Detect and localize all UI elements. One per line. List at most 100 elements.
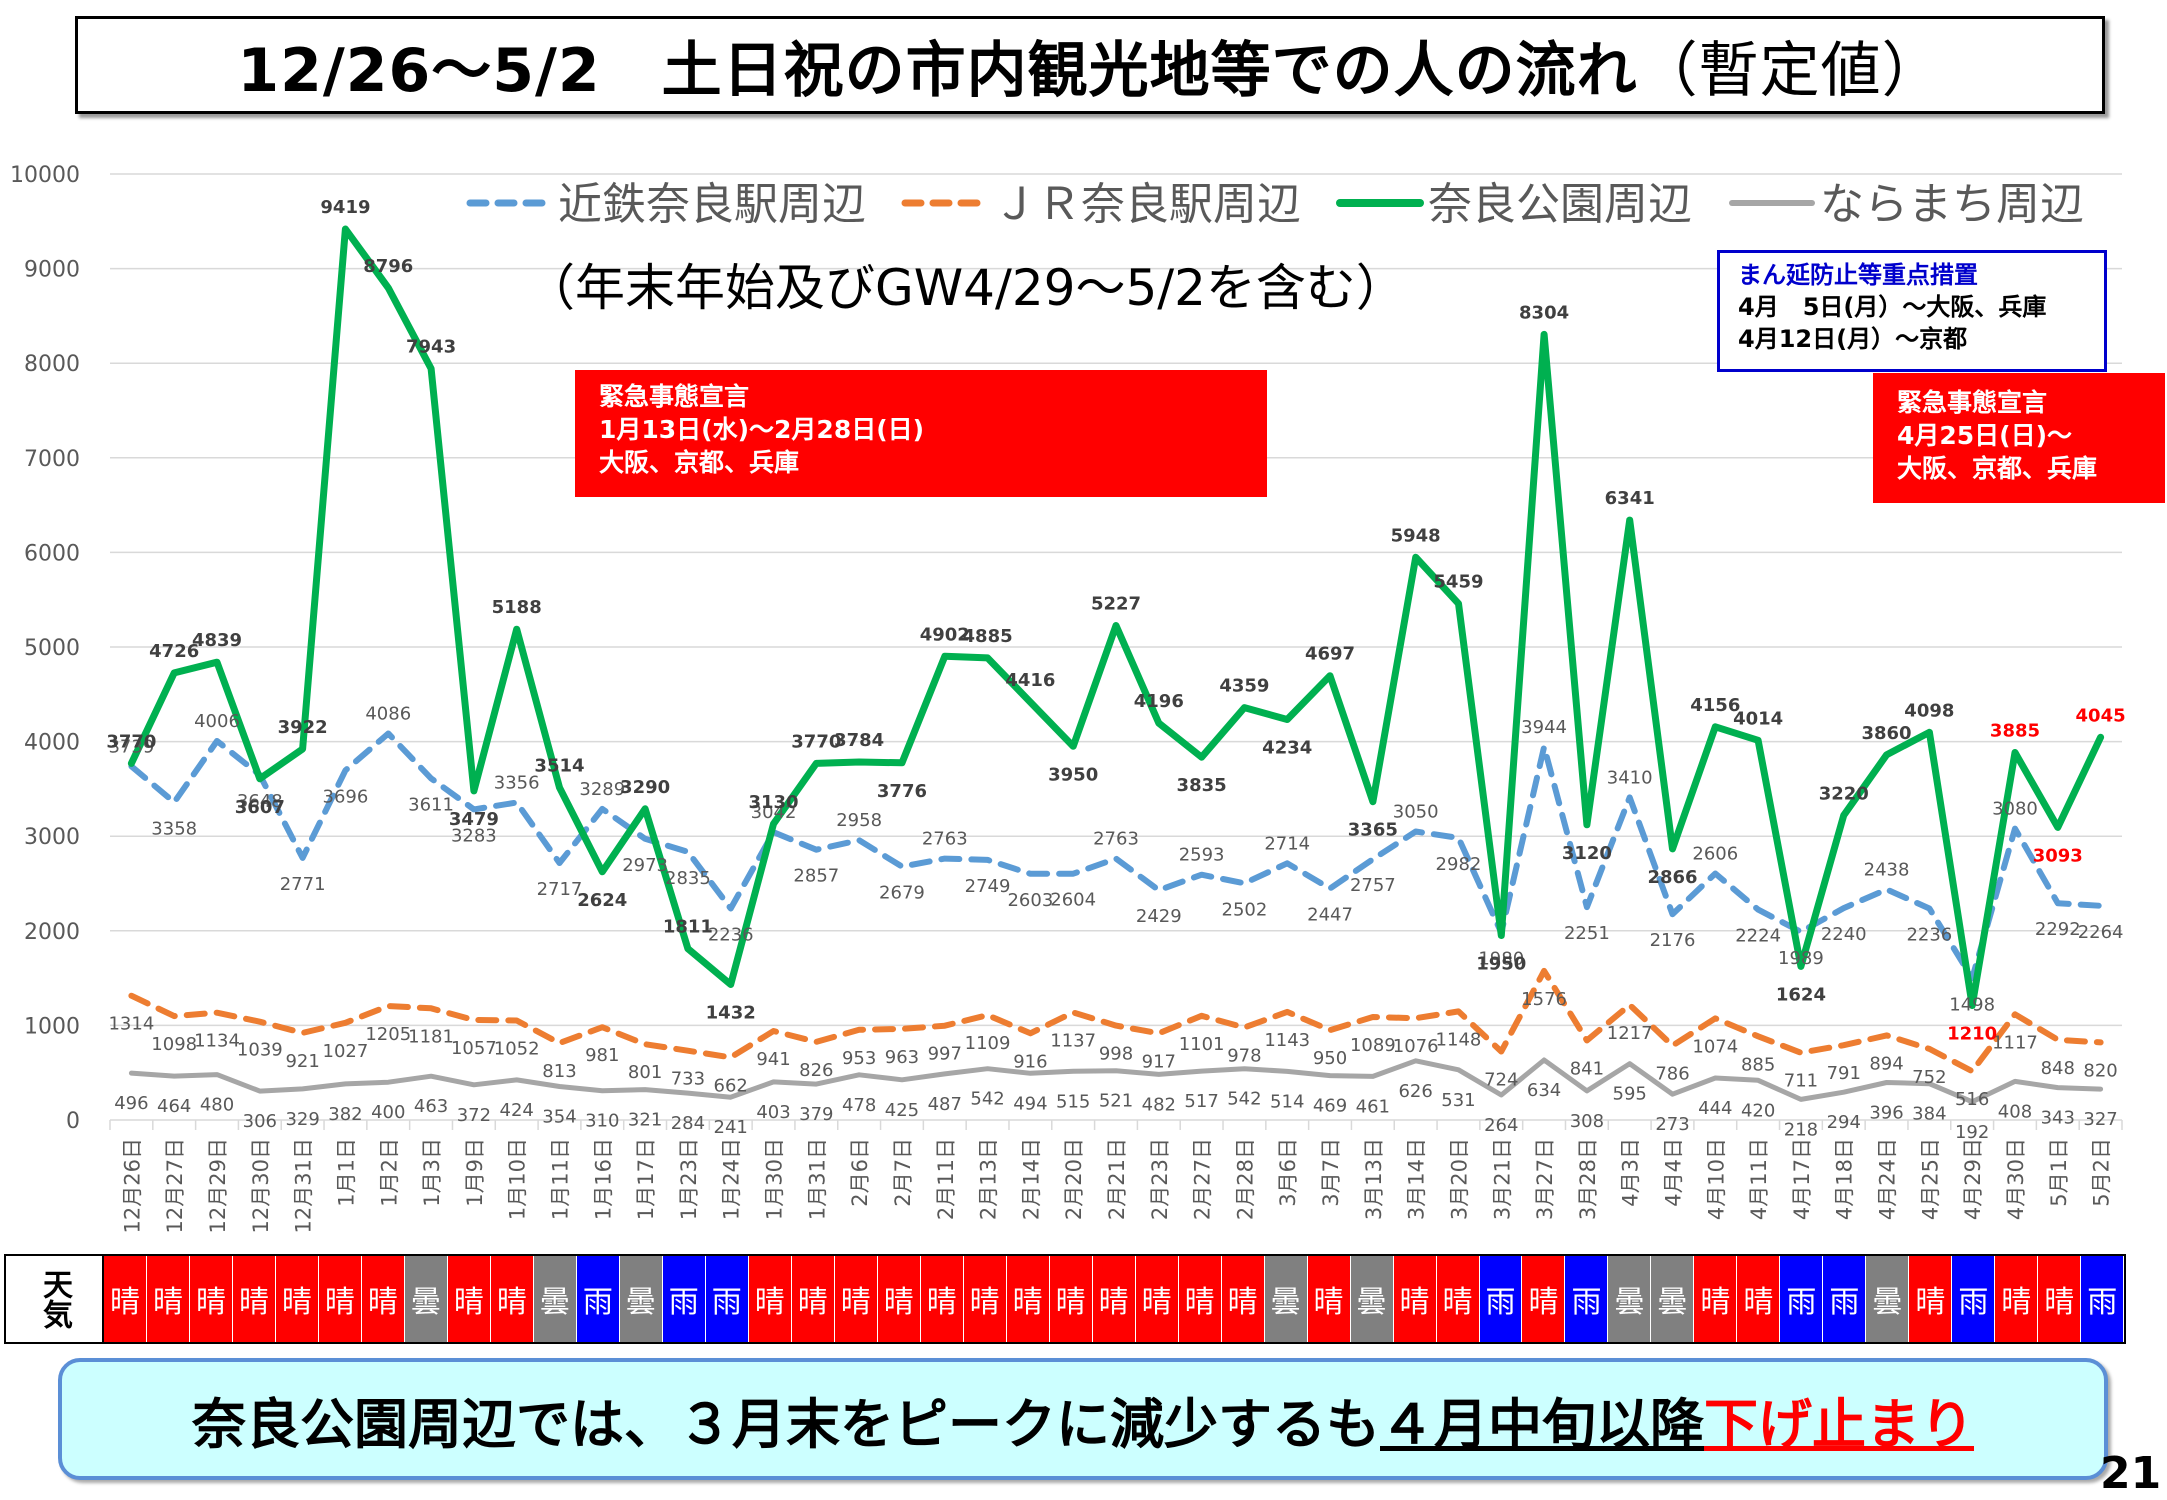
data-label-park: 4234: [1262, 737, 1312, 758]
legend-label-naramachi: ならまち周辺: [1820, 179, 2084, 230]
data-label-kintetsu: 4006: [194, 711, 240, 732]
data-label-kintetsu: 3410: [1607, 767, 1653, 788]
data-label-jr: 950: [1313, 1048, 1347, 1069]
data-label-kintetsu: 2679: [879, 883, 925, 904]
chart-subtitle: （年末年始及びGW4/29～5/2を含む）: [525, 259, 1406, 317]
x-tick-label: 2月14日: [1019, 1138, 1043, 1220]
data-label-jr: 841: [1570, 1058, 1604, 1079]
data-label-park: 3835: [1177, 775, 1227, 796]
weather-cell: 晴: [361, 1256, 405, 1342]
x-tick-label: 4月17日: [1790, 1138, 1814, 1220]
weather-cell: 晴: [146, 1256, 190, 1342]
x-tick-label: 3月6日: [1276, 1138, 1300, 1207]
weather-cell: 晴: [1995, 1256, 2039, 1342]
data-label-kintetsu: 4086: [365, 703, 411, 724]
data-label-park: 3776: [877, 781, 927, 802]
weather-cell: 曇: [533, 1256, 577, 1342]
data-label-naramachi: 461: [1356, 1096, 1390, 1117]
data-label-jr: 752: [1912, 1067, 1946, 1088]
data-label-park: 1624: [1776, 984, 1826, 1005]
data-label-park: 3607: [235, 797, 285, 818]
data-label-park: 3784: [834, 730, 884, 751]
weather-cell: 雨: [662, 1256, 706, 1342]
data-label-park: 3860: [1861, 723, 1911, 744]
data-label-naramachi: 595: [1613, 1084, 1647, 1105]
weather-cell: 曇: [1651, 1256, 1695, 1342]
series-line-jr: [128, 967, 2104, 1075]
data-label-jr: 1314: [108, 1014, 154, 1035]
y-tick-label: 0: [66, 1109, 80, 1134]
weather-cell: 晴: [1737, 1256, 1781, 1342]
data-label-naramachi: 329: [285, 1109, 319, 1130]
weather-cell: 晴: [920, 1256, 964, 1342]
y-axis: 0 1000 2000 3000 4000 5000 6000 7000 8000 9000 100…: [10, 163, 80, 1134]
data-label-naramachi: 478: [842, 1095, 876, 1116]
data-label-jr: 997: [928, 1044, 962, 1065]
data-label-kintetsu: 2717: [537, 879, 583, 900]
x-tick-label: 2月21日: [1105, 1138, 1129, 1220]
legend-label-kintetsu: 近鉄奈良駅周辺: [558, 179, 866, 230]
weather-row: 天気 晴晴晴晴晴晴晴曇晴晴曇雨曇雨雨晴晴晴晴晴晴晴晴晴晴晴晴曇晴曇晴晴雨晴雨曇曇…: [4, 1254, 2126, 1344]
data-labels: 3739 3358 4006 3648 2771 3696 4086 3611 3283 3356…: [106, 197, 2125, 1143]
page-number: 21: [2100, 1448, 2162, 1499]
data-label-park: 4359: [1219, 676, 1269, 697]
data-label-kintetsu: 2240: [1821, 924, 1867, 945]
data-label-park: 4885: [963, 626, 1013, 647]
weather-cell: 晴: [1135, 1256, 1179, 1342]
data-label-park: 5459: [1433, 572, 1483, 593]
data-label-jr: 953: [842, 1048, 876, 1069]
y-tick-label: 7000: [24, 447, 80, 472]
x-tick-label: 3月13日: [1362, 1138, 1386, 1220]
data-label-jr: 1076: [1393, 1036, 1439, 1057]
data-label-kintetsu: 2973: [622, 855, 668, 876]
data-label-kintetsu: 2835: [665, 868, 711, 889]
data-label-jr: 1576: [1521, 989, 1567, 1010]
priority-measures-line1: 4月 5日(月）～大阪、兵庫: [1738, 293, 2047, 321]
weather-cell: 晴: [1694, 1256, 1738, 1342]
summary-banner: 奈良公園周辺では、３月末をピークに減少するも ４月中旬以降 下げ止まり: [58, 1358, 2108, 1480]
emergency1-line2: 1月13日(水)～2月28日(日): [599, 415, 925, 444]
data-label-kintetsu: 2447: [1307, 905, 1353, 926]
data-label-kintetsu: 2714: [1264, 833, 1310, 854]
emergency1-line1: 緊急事態宣言: [599, 382, 750, 411]
data-label-kintetsu: 2603: [1007, 890, 1053, 911]
data-label-park: 3093: [2033, 845, 2083, 866]
weather-cell: 晴: [1307, 1256, 1351, 1342]
data-label-jr: 1181: [408, 1026, 454, 1047]
x-tick-label: 2月20日: [1062, 1138, 1086, 1220]
data-label-jr: 848: [2041, 1058, 2075, 1079]
data-label-naramachi: 310: [585, 1111, 619, 1132]
data-label-park: 3950: [1048, 764, 1098, 785]
data-label-kintetsu: 3648: [237, 791, 283, 812]
y-tick-label: 10000: [10, 163, 80, 188]
data-label-jr: 894: [1869, 1053, 1903, 1074]
data-label-jr: 1089: [1350, 1035, 1396, 1056]
x-tick-label: 3月20日: [1447, 1138, 1471, 1220]
x-tick-label: 3月14日: [1405, 1138, 1429, 1220]
data-label-kintetsu: 2593: [1179, 845, 1225, 866]
summary-text-b: ４月中旬以降: [1380, 1392, 1704, 1456]
x-tick-label: 2月28日: [1233, 1138, 1257, 1220]
data-label-jr: 1148: [1436, 1029, 1482, 1050]
x-tick-label: 2月23日: [1148, 1138, 1172, 1220]
data-label-park: 4902: [920, 624, 970, 645]
data-label-jr: 885: [1741, 1054, 1775, 1075]
weather-cell: 雨: [2081, 1256, 2125, 1342]
weather-cell: 晴: [490, 1256, 534, 1342]
data-label-kintetsu: 2438: [1864, 859, 1910, 880]
x-tick-label: 4月29日: [1961, 1138, 1985, 1220]
data-label-naramachi: 487: [928, 1094, 962, 1115]
data-label-naramachi: 241: [714, 1117, 748, 1138]
legend-label-park: 奈良公園周辺: [1428, 179, 1692, 230]
data-label-jr: 724: [1484, 1070, 1518, 1091]
data-label-kintetsu: 2176: [1650, 930, 1696, 951]
data-label-park: 3479: [449, 809, 499, 830]
x-tick-label: 12月27日: [163, 1138, 187, 1233]
data-label-naramachi: 218: [1784, 1119, 1818, 1140]
x-tick-label: 1月16日: [591, 1138, 615, 1220]
data-label-naramachi: 496: [114, 1093, 148, 1114]
x-tick-label: 1月9日: [463, 1138, 487, 1207]
data-label-jr: 1143: [1264, 1030, 1310, 1051]
data-label-naramachi: 424: [500, 1100, 534, 1121]
data-label-naramachi: 372: [457, 1105, 491, 1126]
